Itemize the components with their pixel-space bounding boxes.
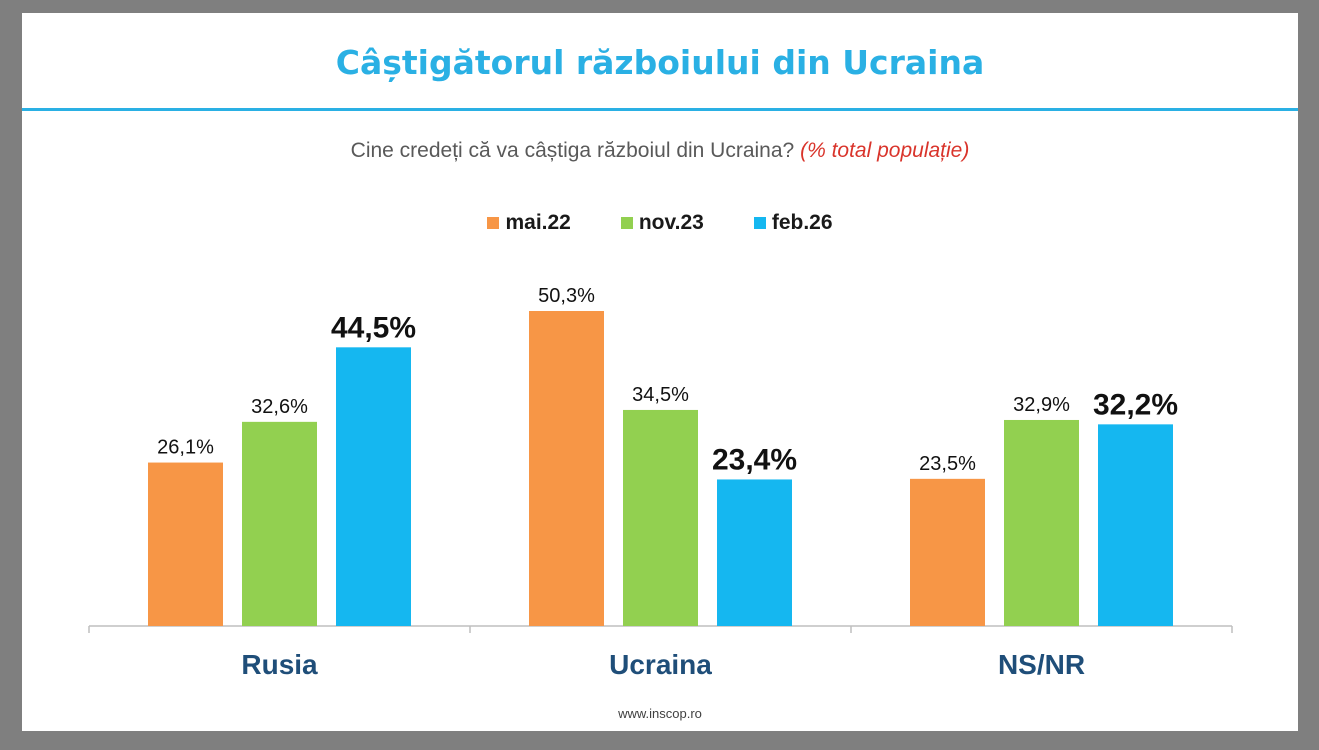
data-label: 26,1%: [157, 437, 214, 459]
legend-item-feb.26: feb.26: [753, 211, 833, 235]
chart-subtitle: Cine credeți că va câștiga războiul din …: [22, 139, 1298, 163]
legend-swatch: [753, 217, 766, 229]
legend-swatch: [620, 217, 633, 229]
bar-nov.23-Rusia: [242, 421, 317, 626]
subtitle-note: (% total populație): [800, 139, 970, 162]
category-label: Ucraina: [609, 649, 712, 680]
slide: Câștigătorul războiului din Ucraina Cine…: [22, 13, 1298, 731]
category-label: NS/NR: [998, 649, 1085, 680]
data-label: 32,6%: [251, 396, 308, 418]
bar-feb.26-Rusia: [336, 347, 411, 626]
bar-nov.23-Ucraina: [623, 409, 698, 626]
data-label: 44,5%: [331, 311, 416, 344]
bar-nov.23-NS/NR: [1004, 419, 1079, 626]
bar-mai.22-Ucraina: [529, 311, 604, 626]
bar-mai.22-NS/NR: [910, 478, 985, 626]
data-label: 32,2%: [1093, 388, 1178, 421]
category-label: Rusia: [241, 649, 318, 680]
bar-chart: 26,1% 32,6% 44,5% Rusia 50,3% 34,5% 23,4% Ucrai…: [88, 285, 1233, 680]
legend-label: feb.26: [771, 211, 833, 234]
legend-label: mai.22: [505, 211, 571, 234]
chart-title: Câștigătorul războiului din Ucraina: [335, 43, 985, 82]
data-label: 34,5%: [632, 384, 689, 406]
data-label: 23,4%: [712, 443, 797, 476]
bar-feb.26-NS/NR: [1098, 424, 1173, 626]
legend-label: nov.23: [638, 211, 704, 234]
footer-website: www.inscop.ro: [618, 706, 702, 721]
legend-item-nov.23: nov.23: [620, 211, 704, 235]
data-label: 32,9%: [1013, 394, 1070, 416]
legend-swatch: [487, 217, 500, 229]
data-label: 23,5%: [919, 453, 976, 475]
data-label: 50,3%: [538, 285, 595, 307]
bar-mai.22-Rusia: [148, 462, 223, 626]
title-divider: [22, 108, 1298, 111]
chart-legend: mai.22 nov.23 feb.26: [22, 211, 1298, 235]
subtitle-question: Cine credeți că va câștiga războiul din …: [350, 139, 795, 162]
bar-feb.26-Ucraina: [717, 479, 792, 626]
legend-item-mai.22: mai.22: [487, 211, 571, 235]
